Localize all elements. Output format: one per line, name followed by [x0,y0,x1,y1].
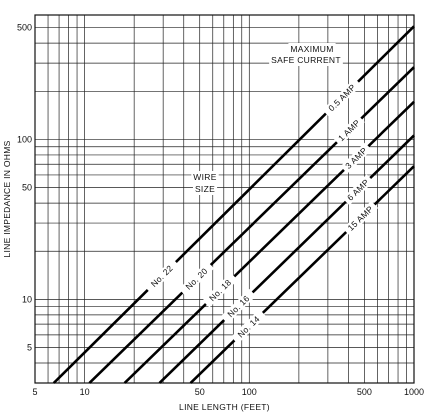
current-label-group: 0.5 AMP [322,78,362,118]
x-tick-label: 100 [242,387,257,397]
current-label-group: 15 AMP [342,200,379,236]
annotation-background [269,54,343,66]
wire-size-label: No. 20 [183,266,209,292]
tick-layer: 5 10 50 100 500 1000 5 10 50 100 500 [17,23,424,397]
max-current-annotation-line1: MAXIMUM [290,44,333,54]
wire-size-label: No. 16 [225,293,251,319]
x-tick-label: 5 [32,387,37,397]
annotation-background [192,183,218,195]
y-tick-label: 50 [22,183,32,193]
annotation-background [191,171,219,183]
current-label: 15 AMP [346,204,376,233]
current-label-group: 1 AMP [333,114,365,146]
current-label-background [342,174,374,206]
x-axis-label: LINE LENGTH (FEET) [179,402,270,412]
series-line [52,25,415,384]
current-label-background [342,200,379,236]
wire-size-label-background [220,288,257,324]
x-tick-label: 10 [80,387,90,397]
y-tick-label: 100 [17,134,32,144]
wire-size-label-background [202,272,238,308]
current-label: 6 AMP [345,177,371,203]
series-label-layer: No. 22 0.5 AMP No. 20 1 AMP No. 18 3 AMP No. 1… [144,78,379,345]
wire-size-label-background [178,261,215,297]
wire-size-annotation-line2: SIZE [195,184,215,194]
wire-size-label-group: No. 22 [144,258,180,294]
y-tick-label: 500 [17,23,32,33]
series-layer [52,25,415,384]
wire-size-label: No. 22 [149,263,175,289]
series-line [189,165,415,384]
current-label: 3 AMP [343,145,369,171]
wire-size-label-background [144,258,180,294]
x-tick-label: 500 [357,387,372,397]
max-current-annotation-line2: SAFE CURRENT [271,55,341,65]
series-line [123,100,415,384]
y-axis-label: LINE IMPEDANCE IN OHMS [2,140,12,257]
y-tick-label: 5 [27,343,32,353]
wire-size-label: No. 14 [236,314,262,340]
wire-size-annotation-line1: WIRE [193,172,216,182]
plot-frame [34,14,415,384]
wire-size-label-group: No. 18 [202,272,238,308]
current-label-background [333,114,365,146]
x-tick-label: 50 [195,387,205,397]
annotation-background [288,43,336,55]
current-label: 0.5 AMP [326,82,357,113]
current-label-group: 3 AMP [340,142,372,174]
wire-size-label-group: No. 20 [178,261,215,297]
current-label-background [340,142,372,174]
grid-layer [35,15,414,383]
wire-size-label-background [230,309,267,345]
current-label-group: 6 AMP [342,174,374,206]
y-tick-label: 10 [22,294,32,304]
x-tick-label: 1000 [404,387,424,397]
series-line [88,66,415,384]
series-line [158,134,415,384]
current-label-background [322,78,362,118]
